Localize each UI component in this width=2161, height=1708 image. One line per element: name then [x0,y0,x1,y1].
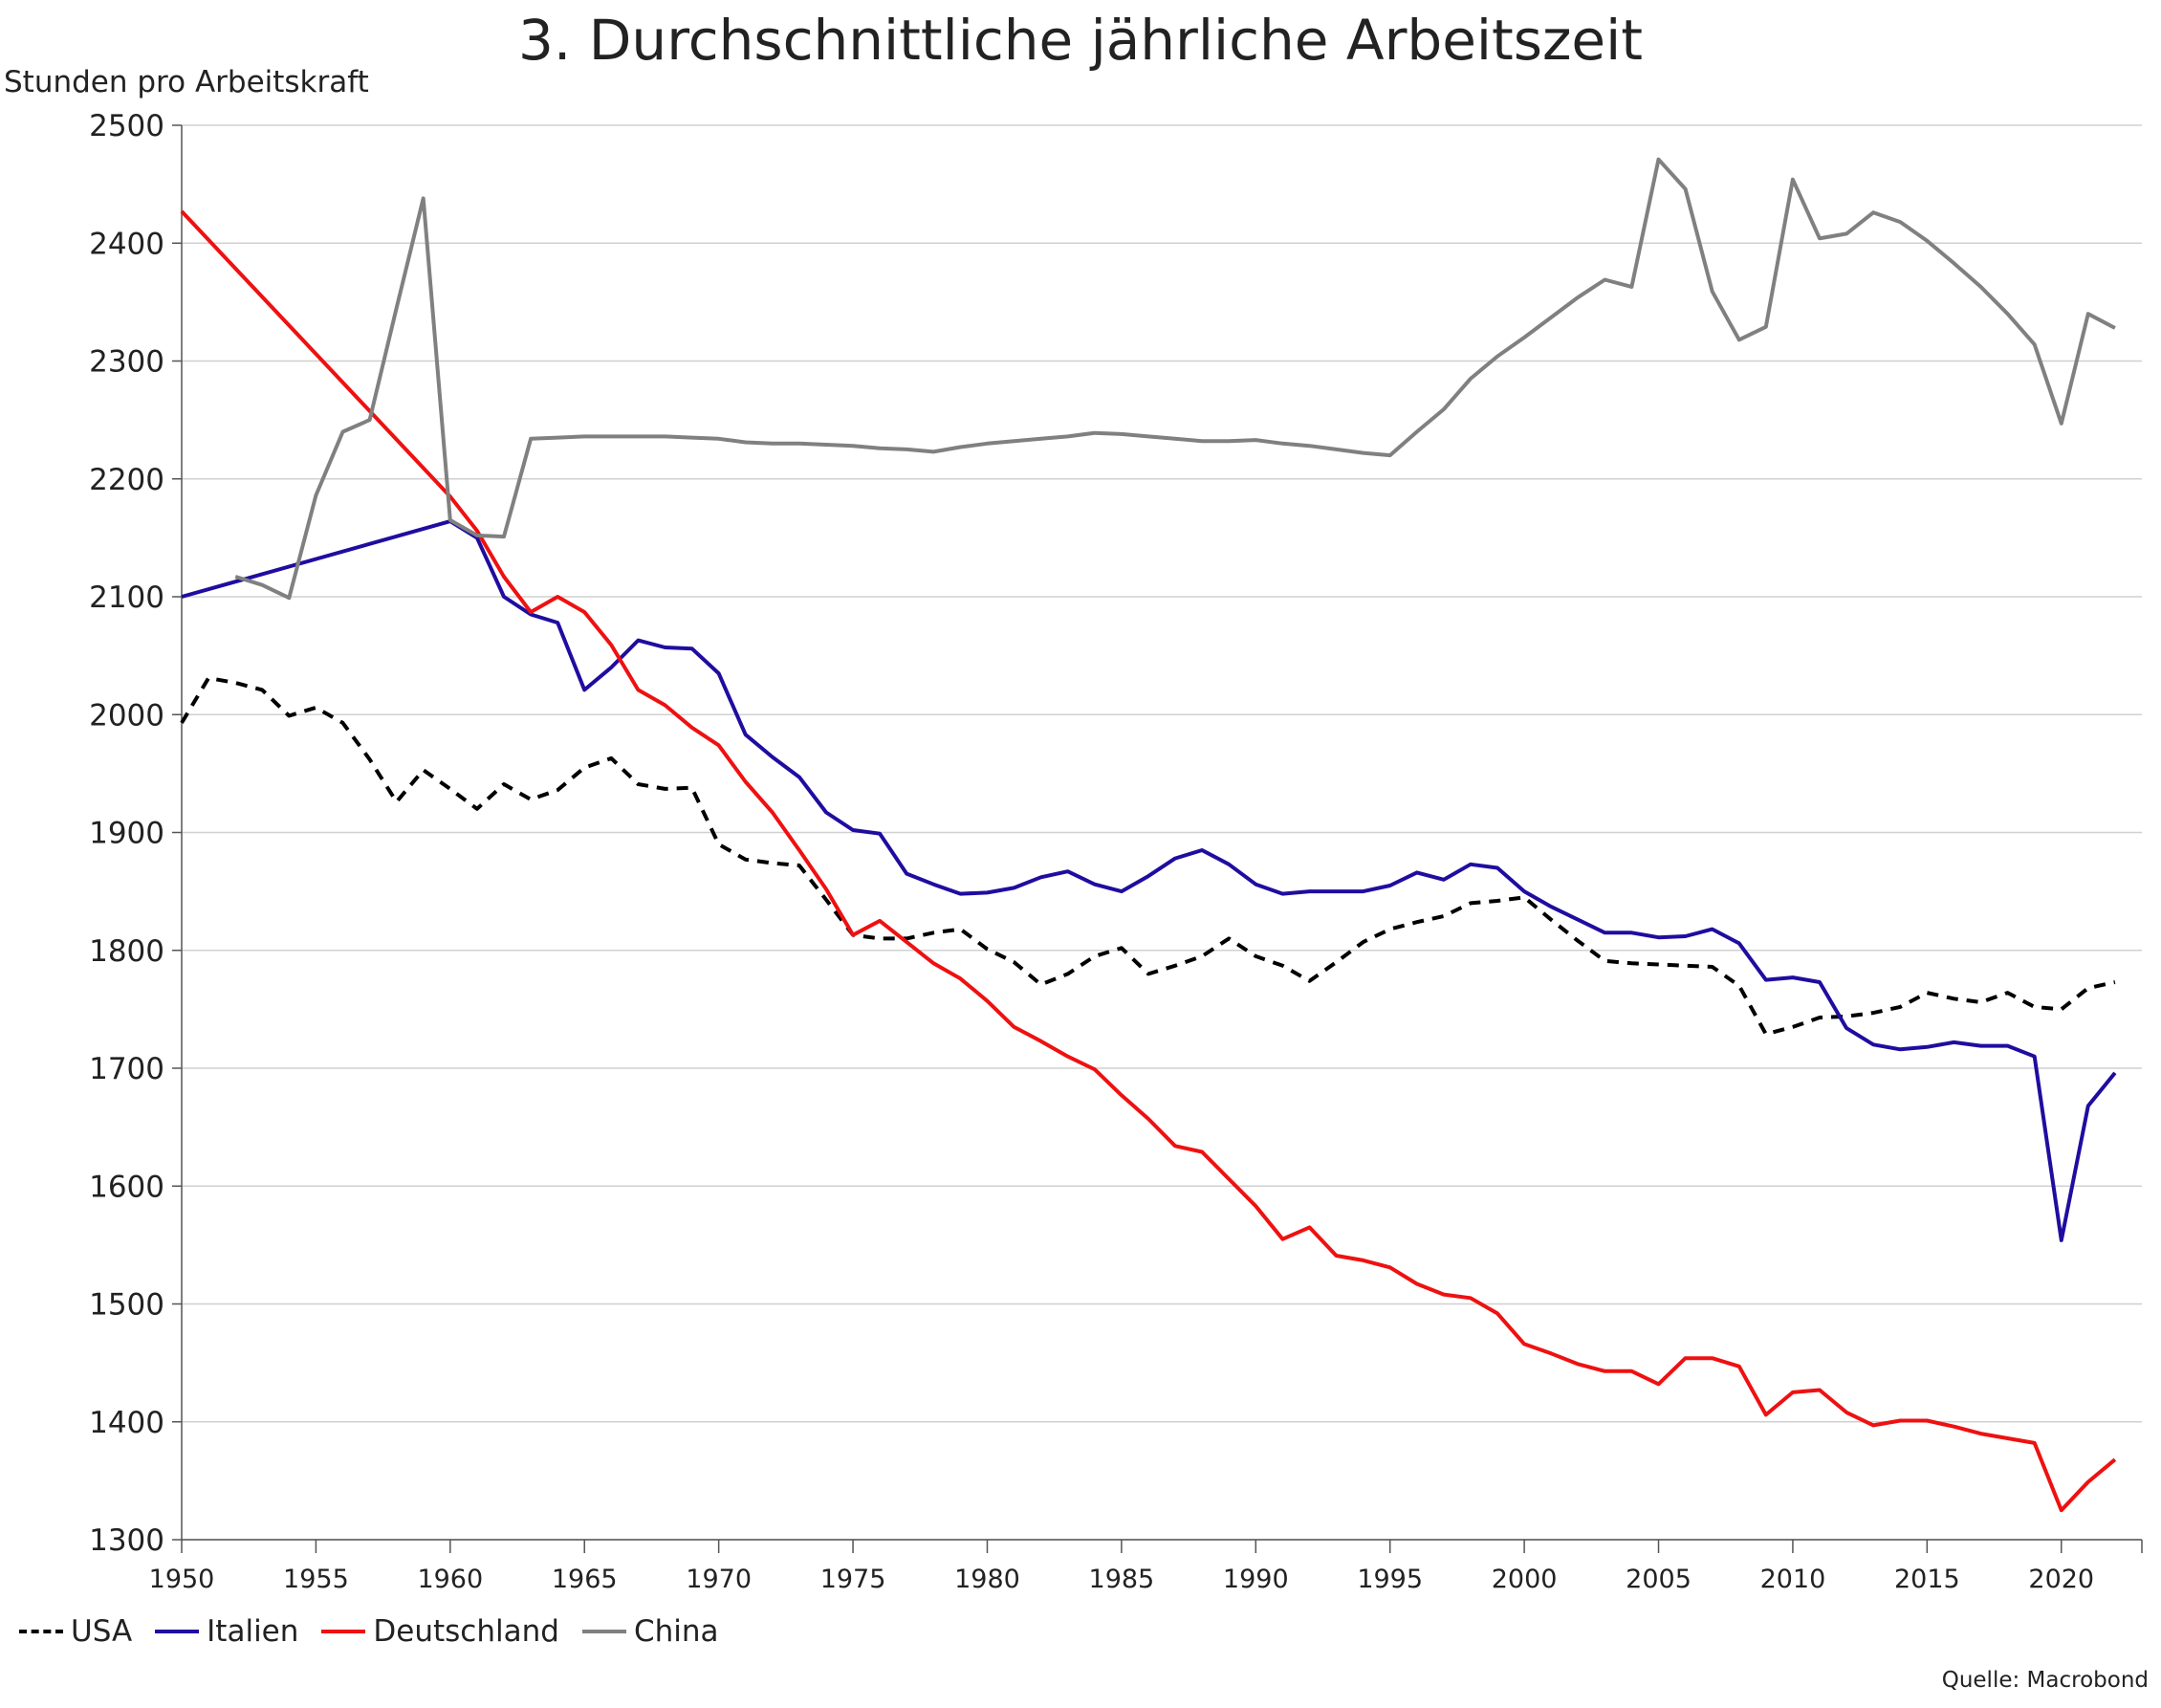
y-tick-label: 2100 [89,580,164,615]
x-tick-label: 1960 [417,1565,483,1594]
legend-item-usa: USA [19,1614,132,1649]
series-line-deutschland [180,209,2117,1513]
x-tick-label: 1975 [820,1565,886,1594]
y-tick-label: 2000 [89,698,164,733]
source-note: Quelle: Macrobond [1941,1668,2149,1693]
axes [172,124,2143,1553]
legend-swatch [19,1630,63,1633]
legend: USA Italien Deutschland China [19,1610,742,1653]
x-tick-label: 1985 [1089,1565,1155,1594]
y-tick-label: 1300 [89,1523,164,1558]
legend-swatch [321,1630,366,1633]
chart-title: 3. Durchschnittliche jährliche Arbeitsze… [518,8,1643,73]
y-tick-label: 1900 [89,817,164,851]
legend-swatch [581,1630,626,1633]
y-axis-label: Stunden pro Arbeitskraft [4,65,369,99]
y-tick-label: 1500 [89,1288,164,1323]
y-tick-label: 2400 [89,227,164,261]
x-tick-label: 2005 [1626,1565,1692,1594]
legend-label: Italien [207,1614,299,1649]
legend-swatch [155,1630,200,1633]
y-tick-label: 2300 [89,345,164,380]
legend-item-china: China [581,1614,719,1649]
legend-label: China [633,1614,719,1649]
y-tick-label: 2200 [89,463,164,497]
x-tick-label: 2010 [1760,1565,1826,1594]
legend-item-italien: Italien [155,1614,298,1649]
x-tick-label: 1965 [552,1565,618,1594]
series-line-italien [181,519,2117,1242]
y-tick-labels: 1300 1400 1500 1600 1700 1800 1900 2000 2100 2200… [89,109,164,1558]
x-tick-label: 1950 [149,1565,215,1594]
x-tick-label: 2015 [1894,1565,1960,1594]
x-tick-label: 1995 [1357,1565,1423,1594]
y-tick-label: 1800 [89,934,164,969]
x-tick-label: 2020 [2028,1565,2094,1594]
x-tick-label: 1990 [1223,1565,1289,1594]
legend-label: USA [71,1614,133,1649]
x-tick-label: 1955 [283,1565,349,1594]
x-tick-label: 1970 [686,1565,752,1594]
series-line-usa [180,676,2116,1037]
y-tick-label: 2500 [89,109,164,143]
x-tick-labels: 1950 1955 1960 1965 1970 1975 1980 1985 1990 1995… [149,1565,2094,1594]
y-tick-label: 1400 [89,1406,164,1440]
gridlines [182,124,2142,1541]
series-layer [180,157,2117,1513]
series-line-china [234,157,2116,601]
y-tick-label: 1700 [89,1052,164,1086]
legend-label: Deutschland [373,1614,559,1649]
legend-item-deutschland: Deutschland [321,1614,559,1649]
x-tick-label: 2000 [1492,1565,1558,1594]
x-tick-label: 1980 [954,1565,1020,1594]
y-tick-label: 1600 [89,1170,164,1204]
